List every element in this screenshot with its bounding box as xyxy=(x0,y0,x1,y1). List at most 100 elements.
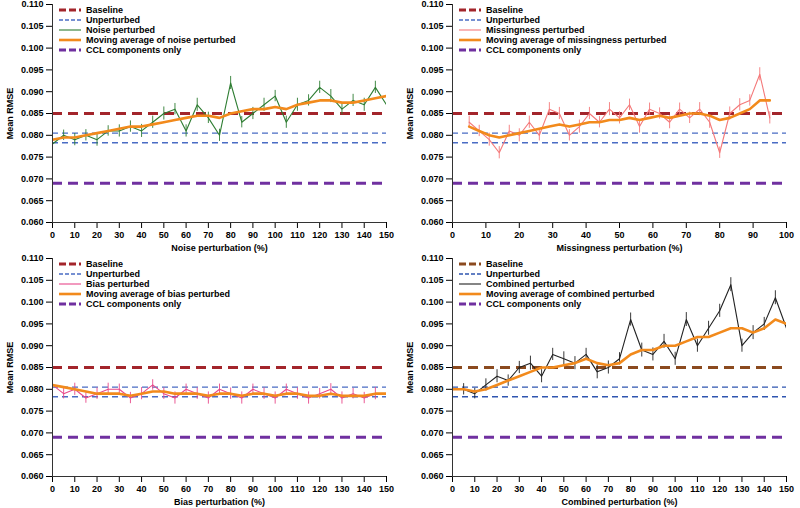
svg-text:0.070: 0.070 xyxy=(21,428,44,438)
svg-text:120: 120 xyxy=(312,484,327,494)
svg-text:40: 40 xyxy=(581,230,591,240)
svg-text:0.080: 0.080 xyxy=(21,130,44,140)
svg-text:10: 10 xyxy=(470,484,480,494)
svg-text:Mean RMSE: Mean RMSE xyxy=(405,88,415,140)
svg-text:0.090: 0.090 xyxy=(21,341,44,351)
svg-text:100: 100 xyxy=(779,230,794,240)
svg-text:0: 0 xyxy=(450,484,455,494)
svg-text:80: 80 xyxy=(626,484,636,494)
svg-text:130: 130 xyxy=(334,484,349,494)
svg-text:0.110: 0.110 xyxy=(21,0,43,9)
svg-text:0.075: 0.075 xyxy=(421,406,444,416)
svg-text:80: 80 xyxy=(226,484,236,494)
svg-text:0.060: 0.060 xyxy=(421,217,444,227)
svg-text:10: 10 xyxy=(481,230,491,240)
svg-text:20: 20 xyxy=(92,484,102,494)
svg-text:20: 20 xyxy=(514,230,524,240)
svg-text:20: 20 xyxy=(492,484,502,494)
svg-text:50: 50 xyxy=(159,230,169,240)
svg-text:0: 0 xyxy=(50,484,55,494)
svg-text:0.060: 0.060 xyxy=(421,471,444,481)
svg-text:80: 80 xyxy=(715,230,725,240)
svg-text:Mean RMSE: Mean RMSE xyxy=(5,342,15,394)
svg-text:0.095: 0.095 xyxy=(421,65,444,75)
svg-text:0.060: 0.060 xyxy=(21,471,44,481)
svg-text:100: 100 xyxy=(268,230,283,240)
svg-text:0.105: 0.105 xyxy=(421,21,444,31)
svg-text:0.105: 0.105 xyxy=(21,275,44,285)
svg-text:0.085: 0.085 xyxy=(421,108,444,118)
svg-text:0.075: 0.075 xyxy=(21,152,44,162)
svg-text:100: 100 xyxy=(268,484,283,494)
svg-text:120: 120 xyxy=(712,484,727,494)
svg-text:0.075: 0.075 xyxy=(421,152,444,162)
svg-text:110: 110 xyxy=(690,484,705,494)
svg-text:130: 130 xyxy=(334,230,349,240)
svg-text:130: 130 xyxy=(734,484,749,494)
svg-text:110: 110 xyxy=(290,484,305,494)
svg-text:0.085: 0.085 xyxy=(21,362,44,372)
svg-text:50: 50 xyxy=(614,230,624,240)
svg-text:0.110: 0.110 xyxy=(421,254,443,263)
svg-text:0.080: 0.080 xyxy=(21,384,44,394)
svg-text:0.070: 0.070 xyxy=(421,174,444,184)
svg-text:0.070: 0.070 xyxy=(421,428,444,438)
svg-text:Mean RMSE: Mean RMSE xyxy=(405,342,415,394)
svg-text:0.100: 0.100 xyxy=(21,43,44,53)
svg-text:0.065: 0.065 xyxy=(21,196,44,206)
svg-text:0.065: 0.065 xyxy=(21,450,44,460)
svg-text:Missingness perturbation (%): Missingness perturbation (%) xyxy=(556,243,682,253)
svg-text:40: 40 xyxy=(137,230,147,240)
svg-text:40: 40 xyxy=(137,484,147,494)
svg-text:0.085: 0.085 xyxy=(21,108,44,118)
svg-text:90: 90 xyxy=(648,484,658,494)
svg-text:90: 90 xyxy=(748,230,758,240)
svg-text:0: 0 xyxy=(450,230,455,240)
svg-text:70: 70 xyxy=(681,230,691,240)
svg-text:0.090: 0.090 xyxy=(421,341,444,351)
svg-text:140: 140 xyxy=(757,484,772,494)
svg-text:0.070: 0.070 xyxy=(21,174,44,184)
svg-text:150: 150 xyxy=(379,484,394,494)
svg-text:80: 80 xyxy=(226,230,236,240)
svg-text:0.060: 0.060 xyxy=(21,217,44,227)
svg-text:30: 30 xyxy=(114,230,124,240)
svg-text:Mean RMSE: Mean RMSE xyxy=(5,88,15,140)
svg-text:0.095: 0.095 xyxy=(21,319,44,329)
svg-text:0.100: 0.100 xyxy=(421,297,444,307)
svg-text:0.105: 0.105 xyxy=(21,21,44,31)
svg-text:0.085: 0.085 xyxy=(421,362,444,372)
svg-text:0.110: 0.110 xyxy=(421,0,443,9)
svg-text:Bias perturbation (%): Bias perturbation (%) xyxy=(174,497,265,507)
svg-text:50: 50 xyxy=(159,484,169,494)
svg-text:70: 70 xyxy=(203,484,213,494)
svg-text:0.080: 0.080 xyxy=(421,130,444,140)
svg-text:90: 90 xyxy=(248,484,258,494)
svg-text:Noise perturbation (%): Noise perturbation (%) xyxy=(171,243,268,253)
svg-text:0.065: 0.065 xyxy=(421,450,444,460)
svg-text:0.110: 0.110 xyxy=(21,254,43,263)
svg-text:90: 90 xyxy=(248,230,258,240)
svg-text:0.100: 0.100 xyxy=(421,43,444,53)
svg-text:120: 120 xyxy=(312,230,327,240)
svg-text:60: 60 xyxy=(181,230,191,240)
svg-text:110: 110 xyxy=(290,230,305,240)
svg-text:0.090: 0.090 xyxy=(21,87,44,97)
svg-text:70: 70 xyxy=(203,230,213,240)
svg-text:30: 30 xyxy=(114,484,124,494)
svg-text:30: 30 xyxy=(548,230,558,240)
svg-text:70: 70 xyxy=(603,484,613,494)
svg-text:150: 150 xyxy=(379,230,394,240)
svg-text:0.080: 0.080 xyxy=(421,384,444,394)
svg-text:0.095: 0.095 xyxy=(421,319,444,329)
svg-text:10: 10 xyxy=(70,484,80,494)
svg-text:40: 40 xyxy=(537,484,547,494)
svg-text:Combined perturbation (%): Combined perturbation (%) xyxy=(562,497,678,507)
svg-text:60: 60 xyxy=(181,484,191,494)
svg-text:0.095: 0.095 xyxy=(21,65,44,75)
svg-text:140: 140 xyxy=(357,484,372,494)
svg-text:150: 150 xyxy=(779,484,794,494)
svg-text:20: 20 xyxy=(92,230,102,240)
svg-text:50: 50 xyxy=(559,484,569,494)
svg-text:10: 10 xyxy=(70,230,80,240)
